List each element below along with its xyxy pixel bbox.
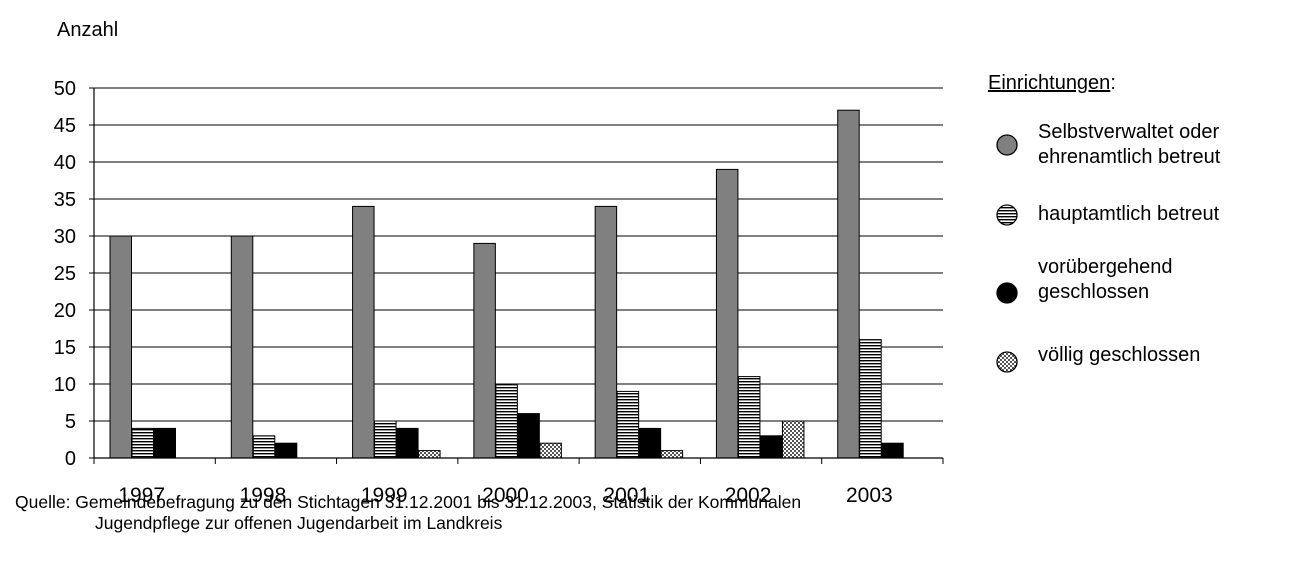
bar-black-2002 — [759, 435, 783, 459]
bar-black-2000 — [517, 413, 540, 459]
source-line-2: Jugendpflege zur offenen Jugendarbeit im… — [95, 513, 503, 533]
axes — [93, 88, 944, 464]
legend-title: Einrichtungen: — [988, 72, 1116, 94]
crosshatch-circle-icon — [996, 351, 1018, 373]
bar-crosshatch-1999 — [418, 450, 441, 459]
y-tick-label: 40 — [54, 152, 76, 174]
y-tick-label: 30 — [54, 226, 76, 248]
bar-black-2001 — [638, 427, 662, 459]
bar-horizontal-lines-2003 — [859, 339, 882, 459]
bar-gray-2002 — [715, 168, 739, 459]
legend-label: vorübergehend geschlossen — [1038, 256, 1173, 303]
striped-circle-icon — [996, 204, 1018, 226]
bar-gray-1999 — [352, 205, 375, 459]
bar-gray-1997 — [109, 235, 132, 459]
x-tick-label: 2003 — [846, 484, 893, 507]
black-circle-icon — [996, 282, 1018, 304]
y-tick-label: 25 — [54, 263, 76, 285]
y-tick-labels: 0 5 10 15 20 25 30 35 40 45 50 — [54, 78, 76, 470]
bar-gray-2000 — [473, 242, 496, 459]
bar-horizontal-lines-2001 — [616, 390, 640, 459]
x-tick-label: 1998 — [240, 484, 287, 507]
bar-horizontal-lines-1997 — [131, 427, 154, 459]
bar-gray-2001 — [594, 205, 618, 459]
x-tick-labels: 1997 1998 1999 2000 2001 2002 2003 — [118, 484, 892, 507]
y-axis-label: Anzahl — [57, 19, 118, 41]
legend-label: hauptamtlich betreut — [1038, 203, 1220, 225]
bar-crosshatch-2000 — [539, 442, 562, 459]
source-note: Quelle: Gemeindebefragung zu den Stichta… — [15, 492, 801, 534]
bar-black-1997 — [153, 427, 176, 459]
bar-horizontal-lines-1998 — [252, 435, 276, 459]
y-tick-label: 0 — [65, 448, 76, 470]
x-tick-label: 2002 — [725, 484, 772, 507]
bar-black-1998 — [274, 442, 298, 459]
y-tick-label: 5 — [65, 411, 76, 433]
bar-gray-2003 — [837, 109, 860, 459]
y-tick-label: 50 — [54, 78, 76, 100]
x-tick-label: 1999 — [361, 484, 408, 507]
y-tick-label: 35 — [54, 189, 76, 211]
bar-crosshatch-2002 — [781, 420, 805, 459]
bar-horizontal-lines-2000 — [495, 383, 518, 459]
bar-horizontal-lines-1999 — [374, 420, 397, 459]
legend-label: völlig geschlossen — [1038, 344, 1201, 366]
bar-black-1999 — [396, 427, 419, 459]
source-line-1: Quelle: Gemeindebefragung zu den Stichta… — [15, 492, 802, 512]
y-tick-label: 15 — [54, 337, 76, 359]
x-tick-label: 2000 — [482, 484, 529, 507]
x-tick-label: 1997 — [118, 484, 165, 507]
bar-horizontal-lines-2002 — [737, 376, 761, 459]
y-tick-label: 20 — [54, 300, 76, 322]
bar-gray-1998 — [230, 235, 254, 459]
bar-crosshatch-2001 — [660, 450, 684, 459]
y-tick-label: 10 — [54, 374, 76, 396]
bar-black-2003 — [881, 442, 904, 459]
bars — [109, 109, 904, 459]
y-tick-label: 45 — [54, 115, 76, 137]
x-tick-label: 2001 — [603, 484, 650, 507]
gray-circle-icon — [996, 134, 1018, 156]
legend-label: Selbstverwaltet oder ehrenamtlich betreu… — [1038, 121, 1221, 168]
